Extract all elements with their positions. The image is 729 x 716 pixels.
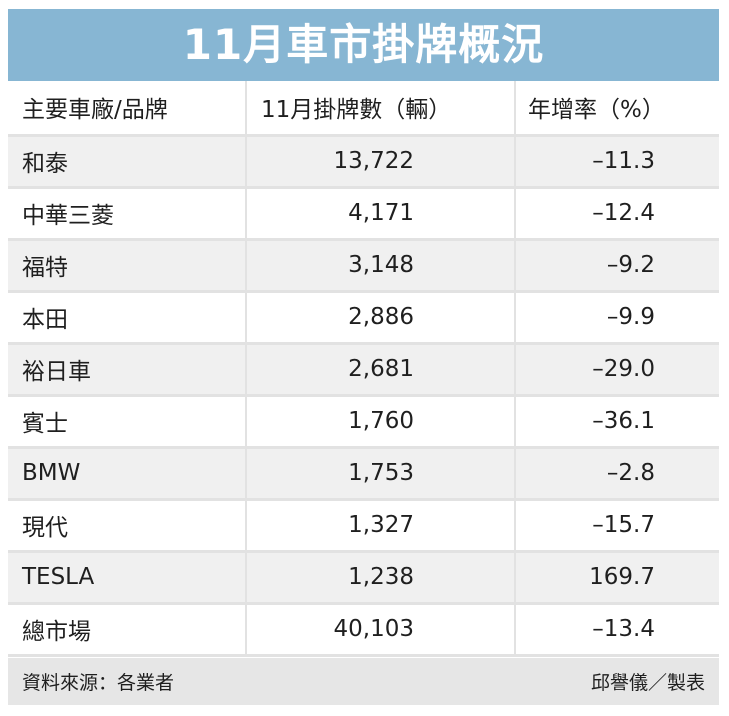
column-header-growth: 年增率（%） <box>515 81 719 137</box>
cell-brand: 裕日車 <box>8 343 247 397</box>
cell-units: 2,886 <box>246 291 516 345</box>
cell-brand: 總市場 <box>8 603 247 657</box>
footer-credit: 邱譽儀／製表 <box>590 672 705 694</box>
cell-growth: 169.7 <box>515 551 719 605</box>
table-row: 現代 1,327 –15.7 <box>8 499 719 553</box>
cell-growth: –9.9 <box>515 291 719 345</box>
cell-units: 1,760 <box>246 395 516 449</box>
cell-brand: 福特 <box>8 239 247 293</box>
table-row: 總市場 40,103 –13.4 <box>8 603 719 657</box>
cell-growth: –15.7 <box>515 499 719 553</box>
table-row: 裕日車 2,681 –29.0 <box>8 343 719 397</box>
cell-growth: –29.0 <box>515 343 719 397</box>
cell-brand: TESLA <box>8 551 247 605</box>
cell-units: 1,753 <box>246 447 516 501</box>
cell-units: 4,171 <box>246 187 516 241</box>
data-table: 主要車廠/品牌 11月掛牌數（輛） 年增率（%） 和泰 13,722 –11.3 中華… <box>8 81 719 657</box>
table-row: TESLA 1,238 169.7 <box>8 551 719 605</box>
cell-units: 1,238 <box>246 551 516 605</box>
cell-brand: BMW <box>8 447 247 501</box>
title-bar: 11月車市掛牌概況 <box>8 9 719 81</box>
cell-brand: 本田 <box>8 291 247 345</box>
cell-brand: 現代 <box>8 499 247 553</box>
table-title: 11月車市掛牌概況 <box>182 20 545 69</box>
cell-units: 13,722 <box>246 135 516 189</box>
cell-growth: –9.2 <box>515 239 719 293</box>
table-body: 主要車廠/品牌 11月掛牌數（輛） 年增率（%） 和泰 13,722 –11.3 中華… <box>8 81 719 657</box>
cell-growth: –13.4 <box>515 603 719 657</box>
column-header-brand: 主要車廠/品牌 <box>8 81 247 137</box>
table-row: BMW 1,753 –2.8 <box>8 447 719 501</box>
cell-growth: –2.8 <box>515 447 719 501</box>
cell-growth: –36.1 <box>515 395 719 449</box>
footer-bar: 資料來源：各業者 邱譽儀／製表 <box>8 658 719 705</box>
table-row: 中華三菱 4,171 –12.4 <box>8 187 719 241</box>
cell-brand: 中華三菱 <box>8 187 247 241</box>
table-card: 11月車市掛牌概況 主要車廠/品牌 11月掛牌數（輛） 年增率（%） 和泰 13,… <box>8 9 719 705</box>
cell-growth: –11.3 <box>515 135 719 189</box>
cell-units: 40,103 <box>246 603 516 657</box>
table-row: 本田 2,886 –9.9 <box>8 291 719 345</box>
table-row: 賓士 1,760 –36.1 <box>8 395 719 449</box>
cell-brand: 賓士 <box>8 395 247 449</box>
cell-units: 2,681 <box>246 343 516 397</box>
column-header-units: 11月掛牌數（輛） <box>246 81 516 137</box>
cell-units: 1,327 <box>246 499 516 553</box>
cell-brand: 和泰 <box>8 135 247 189</box>
cell-units: 3,148 <box>246 239 516 293</box>
table-row: 和泰 13,722 –11.3 <box>8 135 719 189</box>
table-row: 福特 3,148 –9.2 <box>8 239 719 293</box>
header-row: 主要車廠/品牌 11月掛牌數（輛） 年增率（%） <box>8 81 719 137</box>
cell-growth: –12.4 <box>515 187 719 241</box>
footer-source: 資料來源：各業者 <box>22 672 175 694</box>
